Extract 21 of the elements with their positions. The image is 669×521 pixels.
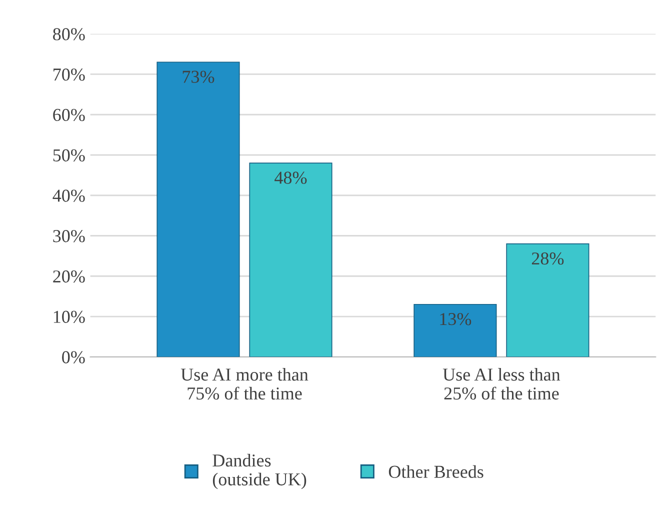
y-tick-label: 70% <box>54 68 85 81</box>
bar <box>506 243 590 357</box>
bar <box>249 162 332 357</box>
legend-label: Dandies (outside UK) <box>212 454 306 490</box>
bar <box>156 62 240 357</box>
data-label: 48% <box>274 172 307 184</box>
y-tick-label: 20% <box>53 270 85 283</box>
y-tick-label: 50% <box>53 149 85 162</box>
y-tick-label: 30% <box>53 230 85 242</box>
data-label: 28% <box>532 252 564 265</box>
data-label: 73% <box>182 70 214 83</box>
legend-label: Other Breeds <box>388 465 484 478</box>
y-tick-label: 10% <box>54 310 85 324</box>
x-tick-label: Use AI less than 25% of the time <box>442 368 560 400</box>
x-tick-label: Use AI more than 75% of the time <box>180 368 308 400</box>
data-label: 13% <box>440 312 472 326</box>
y-tick-label: 60% <box>53 108 85 122</box>
bar <box>414 304 497 357</box>
y-tick-label: 40% <box>52 190 85 202</box>
y-tick-label: 80% <box>53 28 85 40</box>
y-tick-label: 0% <box>62 351 85 364</box>
